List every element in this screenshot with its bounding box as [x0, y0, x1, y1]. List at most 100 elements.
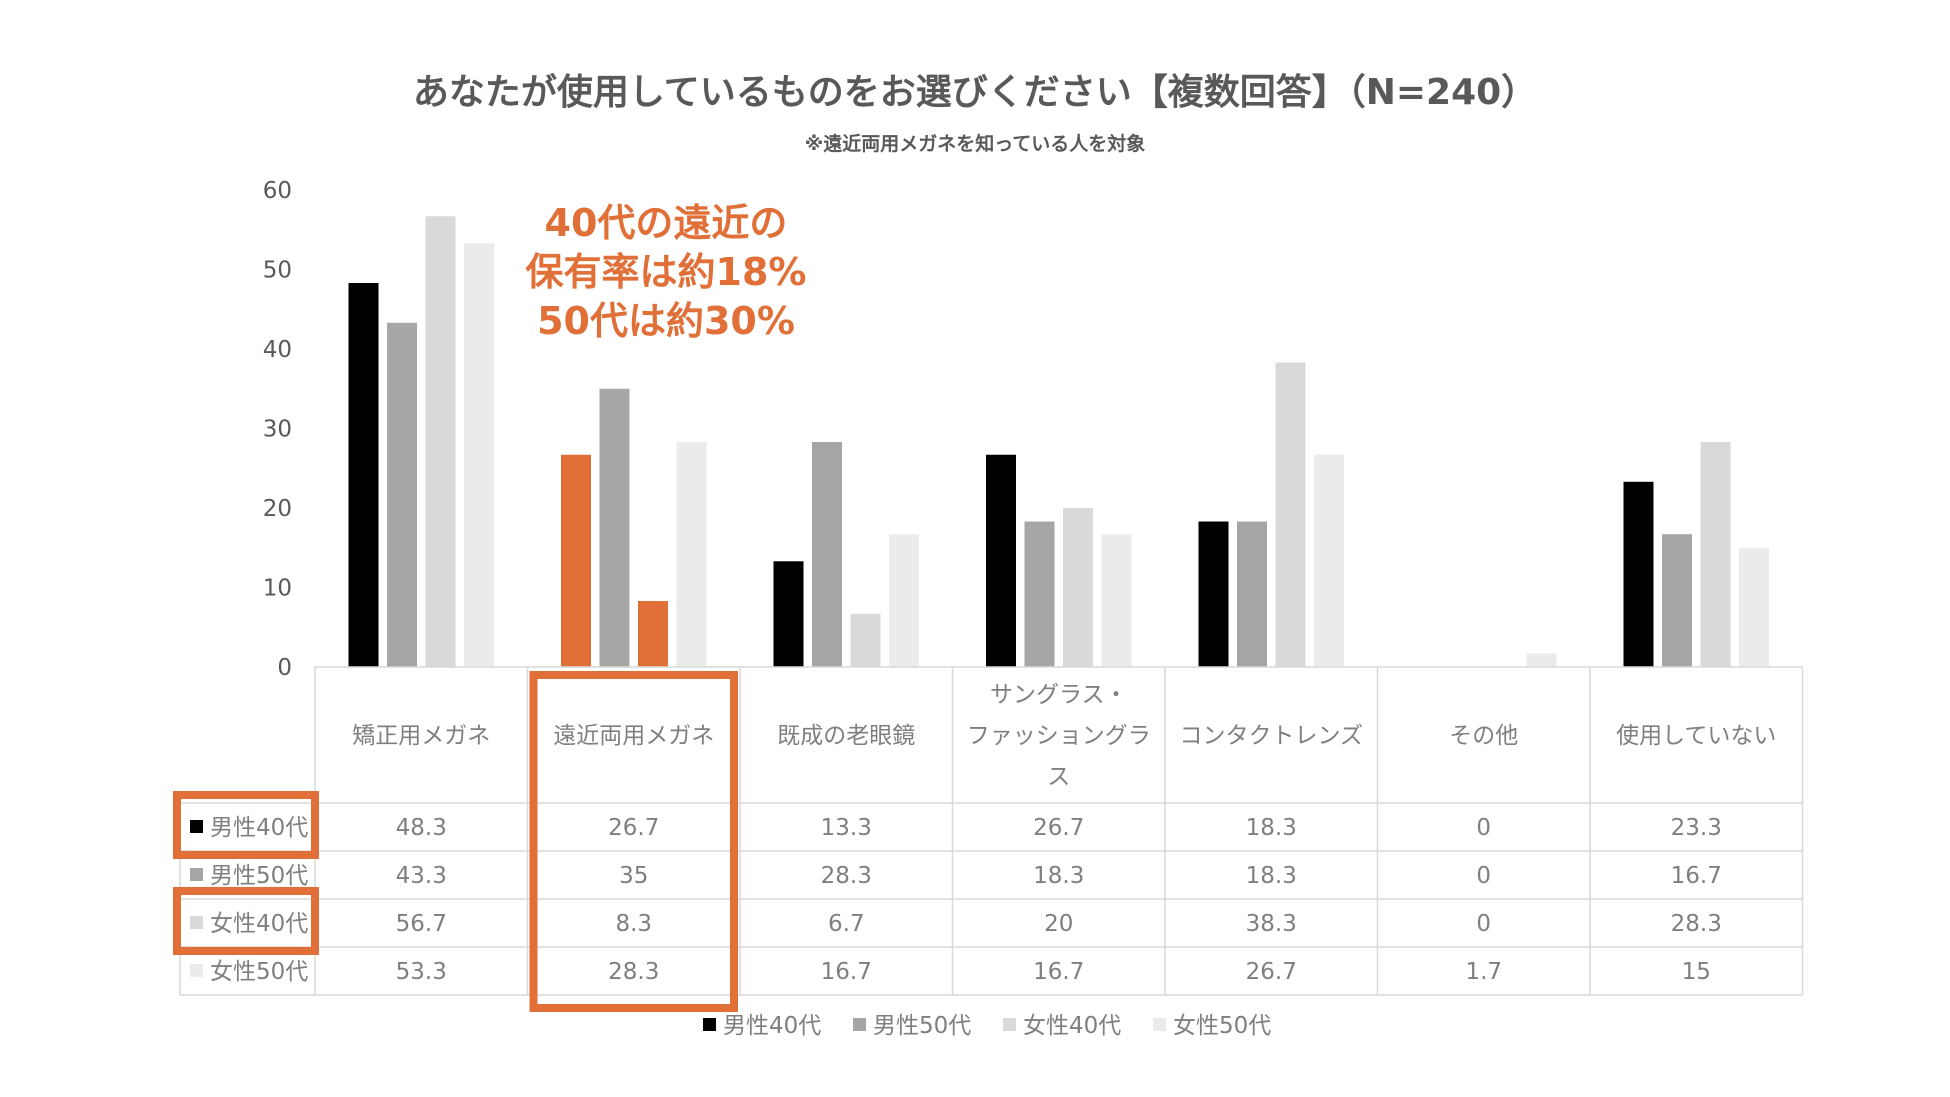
row-legend-key [190, 820, 203, 833]
data-cell: 15 [1682, 959, 1711, 985]
data-cell: 13.3 [821, 815, 872, 841]
bar-2-1 [387, 322, 417, 667]
category-label: 矯正用メガネ [352, 723, 490, 749]
data-cell: 18.3 [1246, 815, 1297, 841]
data-cell: 35 [619, 863, 648, 889]
bar-4-2 [676, 442, 707, 667]
legend-key [1153, 1018, 1166, 1031]
category-label: 使用していない [1616, 723, 1776, 749]
legend-label: 男性40代 [723, 1013, 821, 1039]
bar-4-3 [889, 534, 919, 667]
data-cell: 28.3 [1671, 911, 1722, 937]
data-cell: 8.3 [615, 911, 652, 937]
data-cell: 1.7 [1465, 959, 1502, 985]
legend-label: 女性40代 [1023, 1013, 1121, 1039]
data-cell: 53.3 [396, 959, 447, 985]
category-label: ス [1047, 764, 1070, 790]
bar-1-1 [348, 283, 379, 667]
bar-4-1 [464, 243, 494, 667]
data-cell: 28.3 [608, 959, 659, 985]
bar-3-5 [1275, 362, 1306, 667]
category-label: ファッショングラ [967, 723, 1151, 749]
bar-3-7 [1700, 442, 1731, 667]
data-cell: 16.7 [821, 959, 872, 985]
highlight-row-box [173, 791, 319, 859]
data-cell: 23.3 [1671, 815, 1722, 841]
bar-1-4 [986, 454, 1016, 667]
bar-1-3 [773, 561, 804, 667]
data-cell: 28.3 [821, 863, 872, 889]
row-label: 女性40代 [210, 911, 308, 937]
bar-3-4 [1063, 508, 1093, 667]
chart-title: あなたが使用しているものをお選びください【複数回答】（N=240） [413, 72, 1537, 113]
data-cell: 48.3 [396, 815, 447, 841]
row-legend-key [190, 868, 203, 881]
data-cell: 0 [1476, 815, 1491, 841]
data-cell: 18.3 [1246, 863, 1297, 889]
category-label: 既成の老眼鏡 [777, 723, 915, 749]
data-cell: 16.7 [1033, 959, 1084, 985]
category-label: コンタクトレンズ [1179, 723, 1363, 749]
category-label: その他 [1449, 723, 1518, 749]
data-cell: 16.7 [1671, 863, 1722, 889]
bar-2-4 [1024, 521, 1055, 667]
y-tick-label: 30 [263, 417, 292, 443]
data-cell: 56.7 [396, 911, 447, 937]
y-tick-label: 40 [263, 337, 292, 363]
bars [348, 216, 1769, 668]
y-axis-ticks: 0 10 20 30 40 50 60 [263, 178, 292, 681]
highlight-boxes [173, 671, 738, 1012]
bar-2-5 [1237, 521, 1267, 667]
bar-2-2 [599, 388, 630, 667]
category-label: サングラス・ [990, 682, 1128, 708]
bar-1-5 [1198, 521, 1229, 667]
y-tick-label: 20 [263, 496, 292, 522]
data-cell: 26.7 [608, 815, 659, 841]
legend-label: 男性50代 [873, 1013, 971, 1039]
row-label: 女性50代 [210, 959, 308, 985]
data-cell: 38.3 [1246, 911, 1297, 937]
legend: 男性40代 男性50代 女性40代 女性50代 [703, 1013, 1271, 1039]
row-legend-key [190, 916, 203, 929]
legend-key [1003, 1018, 1016, 1031]
highlight-row-box [173, 887, 319, 955]
row-label: 男性50代 [210, 863, 308, 889]
row-label: 男性40代 [210, 815, 308, 841]
chart-subtitle: ※遠近両用メガネを知っている人を対象 [805, 132, 1146, 155]
bar-4-4 [1101, 534, 1132, 667]
data-cell: 26.7 [1033, 815, 1084, 841]
data-cell: 43.3 [396, 863, 447, 889]
data-cell: 0 [1476, 863, 1491, 889]
data-cell: 6.7 [828, 911, 865, 937]
legend-label: 女性50代 [1173, 1013, 1271, 1039]
data-cell: 20 [1044, 911, 1073, 937]
annotation-line: 50代は約30% [537, 299, 795, 343]
bar-4-7 [1739, 547, 1769, 667]
y-tick-label: 10 [263, 576, 292, 602]
bar-2-3 [812, 442, 842, 667]
y-tick-label: 50 [263, 258, 292, 284]
bar-4-5 [1314, 454, 1344, 667]
bar-2-7 [1662, 534, 1692, 667]
legend-key [853, 1018, 866, 1031]
bar-4-6 [1526, 653, 1557, 667]
annotation-line: 40代の遠近の [545, 201, 788, 245]
legend-key [703, 1018, 716, 1031]
bar-3-2 [638, 601, 668, 667]
y-tick-label: 0 [277, 655, 292, 681]
highlight-column-box [529, 671, 738, 1012]
row-legend-key [190, 964, 203, 977]
data-cell: 26.7 [1246, 959, 1297, 985]
y-tick-label: 60 [263, 178, 292, 204]
bar-1-2 [561, 454, 591, 667]
bar-3-3 [850, 613, 881, 667]
annotation-line: 保有率は約18% [526, 250, 807, 294]
data-cell: 18.3 [1033, 863, 1084, 889]
bar-1-7 [1623, 481, 1654, 667]
bar-3-1 [425, 216, 456, 668]
data-cell: 0 [1476, 911, 1491, 937]
category-label: 遠近両用メガネ [553, 723, 714, 749]
